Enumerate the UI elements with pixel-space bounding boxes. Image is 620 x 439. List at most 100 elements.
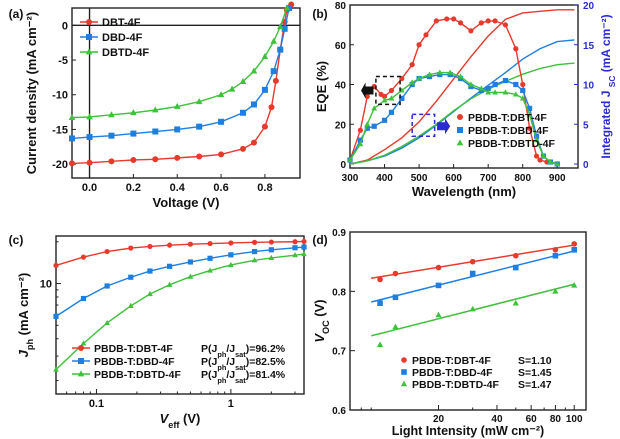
data-point — [228, 240, 234, 246]
data-point — [173, 102, 181, 109]
data-point — [80, 295, 87, 302]
data-point — [381, 117, 388, 123]
data-point — [513, 81, 519, 88]
y-tick-label: -5 — [58, 55, 68, 67]
data-point — [485, 18, 491, 24]
data-point — [196, 153, 203, 160]
y-tick-label: 20 — [335, 120, 347, 131]
data-point — [292, 239, 298, 245]
data-point — [240, 145, 246, 152]
data-point — [533, 153, 540, 159]
legend-entry: PBDB-T:DBTD-4F — [94, 369, 181, 381]
data-point — [377, 300, 383, 306]
arrow-right-icon — [437, 118, 451, 135]
arrow-left-icon — [361, 82, 374, 99]
text-span: /J — [226, 356, 235, 368]
legend-efficiency-note: P(Jph/Jsat)=82.5% — [201, 356, 286, 372]
data-point — [108, 132, 115, 139]
data-point — [250, 67, 258, 74]
data-point — [469, 258, 476, 265]
data-point — [469, 305, 476, 312]
data-point — [392, 294, 399, 301]
data-point — [527, 125, 533, 131]
panel-label: (c) — [9, 233, 24, 247]
data-point — [228, 261, 234, 268]
data-point — [547, 158, 554, 165]
data-point — [270, 37, 277, 44]
data-point — [292, 252, 298, 258]
x-tick-label: 60 — [526, 414, 538, 425]
data-point — [147, 243, 153, 250]
x-tick-label: 0.4 — [170, 182, 186, 194]
y-right-tick-label: 20 — [583, 1, 595, 12]
plot-frame — [349, 4, 579, 169]
data-point — [433, 18, 439, 24]
data-point — [371, 123, 377, 129]
series-line — [349, 62, 575, 165]
legend-marker — [401, 357, 407, 363]
data-point — [357, 141, 364, 147]
y-tick-label: 0.6 — [332, 406, 346, 417]
legend-entry: PBDB-T:DBTD-4F — [468, 138, 555, 150]
panel-label: (b) — [312, 7, 327, 21]
data-point — [166, 242, 173, 248]
panel-b-eqe-spectra: 300 400 500 600 700 800 90002040608005101520Wa… — [312, 1, 617, 199]
data-point — [512, 252, 519, 259]
data-point — [540, 152, 547, 159]
legend-entry: PBDB-T:DBTD-4F — [412, 379, 499, 391]
data-point — [187, 273, 194, 279]
y-tick-label: -10 — [52, 90, 68, 102]
text-span: /J — [226, 343, 235, 355]
data-point — [444, 16, 450, 22]
data-point — [457, 20, 464, 26]
data-point — [301, 244, 307, 250]
y-right-tick-label: 0 — [583, 160, 589, 171]
data-point — [492, 18, 498, 24]
data-point — [261, 123, 268, 130]
legend-entry: PBDB-T:DBD-4F — [412, 367, 493, 379]
data-point — [381, 97, 388, 103]
data-point — [376, 341, 384, 347]
data-point — [108, 111, 115, 118]
series-line — [349, 9, 575, 165]
text-span: ph — [217, 350, 226, 359]
data-point — [272, 77, 279, 84]
data-point — [239, 77, 247, 84]
data-point — [281, 25, 288, 32]
data-point — [218, 151, 225, 158]
data-point — [270, 68, 277, 75]
data-point — [108, 158, 115, 165]
legend-efficiency-note: P(Jph/Jsat)=96.2% — [201, 343, 286, 359]
data-point — [485, 89, 492, 95]
data-point — [357, 137, 363, 143]
data-point — [292, 245, 298, 251]
text-span: (mA cm⁻²) — [16, 273, 31, 339]
data-point — [268, 239, 274, 245]
legend-entry: PBDB-T:DBD-4F — [468, 125, 549, 137]
data-point — [187, 241, 194, 247]
text-span: J — [16, 349, 31, 357]
data-point — [423, 32, 429, 38]
data-point — [512, 91, 519, 97]
legend-marker — [78, 345, 84, 351]
legend-entry: DBTD-4F — [102, 47, 149, 59]
legend-slope: S=1.10 — [518, 355, 552, 367]
data-point — [552, 287, 559, 294]
data-point — [80, 254, 87, 260]
data-point — [502, 89, 509, 95]
y-tick-label: -20 — [52, 159, 68, 171]
legend-efficiency-note: P(Jph/Jsat)=81.4% — [201, 369, 286, 385]
plot-frame — [349, 231, 587, 411]
data-point — [277, 46, 284, 53]
data-point — [250, 139, 257, 146]
data-point — [388, 109, 395, 115]
data-point — [147, 290, 153, 297]
x-tick-label: 0.0 — [82, 182, 97, 194]
x-tick-label: 800 — [514, 173, 531, 184]
data-point — [435, 282, 442, 289]
data-point — [552, 252, 559, 259]
data-point — [520, 81, 526, 88]
data-point — [457, 73, 464, 79]
data-point — [381, 93, 388, 100]
data-point — [228, 252, 234, 258]
